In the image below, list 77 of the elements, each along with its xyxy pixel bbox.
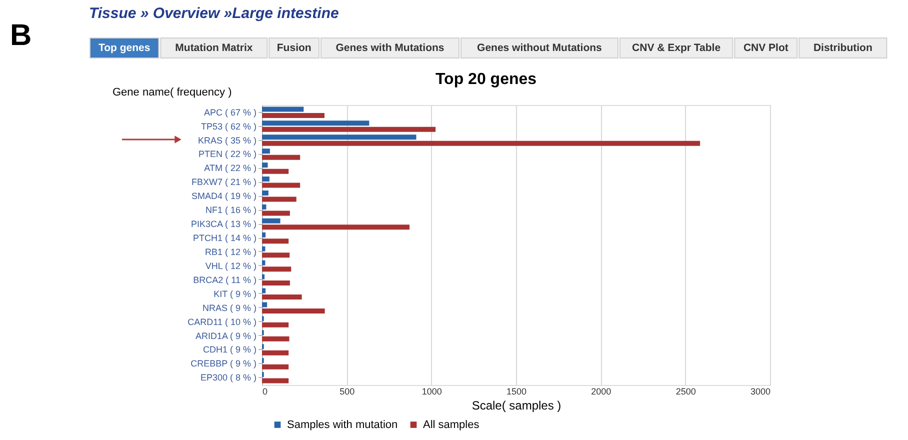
y-tick-label: PTEN ( 22 % ) xyxy=(198,149,256,160)
y-tick-label: APC ( 67 % ) xyxy=(204,107,256,118)
y-tick-label: ARID1A ( 9 % ) xyxy=(195,330,256,341)
x-tick-label: 500 xyxy=(340,386,355,396)
bar xyxy=(262,260,266,266)
y-tick-label: TP53 ( 62 % ) xyxy=(200,121,256,132)
x-tick-label: 1000 xyxy=(422,386,442,396)
bar xyxy=(262,274,265,280)
y-tick-label: FBXW7 ( 21 % ) xyxy=(191,177,256,188)
y-tick-label: CDH1 ( 9 % ) xyxy=(202,344,256,355)
legend-label: Samples with mutation xyxy=(287,418,398,431)
bar xyxy=(262,120,370,126)
bar xyxy=(262,350,289,356)
y-tick-label: ATM ( 22 % ) xyxy=(204,163,256,174)
x-tick-label: 3000 xyxy=(750,386,770,396)
bar xyxy=(262,218,280,224)
bar xyxy=(262,154,300,160)
bar xyxy=(262,238,289,244)
bar xyxy=(262,252,290,258)
bar xyxy=(262,204,266,210)
bar xyxy=(262,364,289,370)
bar xyxy=(262,232,266,238)
bar xyxy=(262,302,268,308)
text: Genes without Mutations xyxy=(477,42,602,54)
bar xyxy=(262,322,289,328)
bar xyxy=(262,224,410,230)
y-tick-label: KRAS ( 35 % ) xyxy=(198,135,256,146)
bar xyxy=(262,378,289,384)
y-tick-label: EP300 ( 8 % ) xyxy=(200,372,256,383)
text: Mutation Matrix xyxy=(175,42,253,54)
bar xyxy=(262,162,268,168)
text: CNV Plot xyxy=(743,42,789,54)
bar xyxy=(262,190,268,196)
bar xyxy=(262,140,700,146)
x-axis-title: Scale( samples ) xyxy=(472,398,562,412)
text: Top genes xyxy=(98,42,150,54)
bar xyxy=(262,196,296,202)
legend-label: All samples xyxy=(423,418,480,431)
bar xyxy=(262,280,290,286)
text: Distribution xyxy=(813,42,872,54)
y-tick-label: NRAS ( 9 % ) xyxy=(202,302,256,313)
y-tick-label: PIK3CA ( 13 % ) xyxy=(190,219,256,230)
bar xyxy=(262,246,266,252)
y-tick-label: NF1 ( 16 % ) xyxy=(205,205,256,216)
y-axis-title: Gene name( frequency ) xyxy=(112,86,232,98)
bar xyxy=(262,112,324,118)
y-tick-label: CARD11 ( 10 % ) xyxy=(188,316,256,327)
bar xyxy=(262,148,270,154)
y-tick-label: SMAD4 ( 19 % ) xyxy=(191,191,256,202)
bar xyxy=(262,126,436,132)
y-tick-label: KIT ( 9 % ) xyxy=(214,288,256,299)
y-tick-label: RB1 ( 12 % ) xyxy=(204,246,256,257)
chart-title: Top 20 genes xyxy=(435,71,537,88)
x-tick-label: 0 xyxy=(262,386,268,396)
y-tick-label: PTCH1 ( 14 % ) xyxy=(192,233,256,244)
bar xyxy=(262,182,300,188)
y-tick-label: VHL ( 12 % ) xyxy=(205,260,256,271)
bar xyxy=(262,294,302,300)
bar xyxy=(262,176,270,182)
text: Tissue » Overview »Large intestine xyxy=(89,5,339,22)
bar xyxy=(262,210,290,216)
x-tick-label: 2000 xyxy=(591,386,612,396)
text: Fusion xyxy=(276,42,312,54)
text: B xyxy=(10,19,32,52)
bar xyxy=(262,308,325,314)
y-tick-label: BRCA2 ( 11 % ) xyxy=(193,274,256,285)
x-tick-label: 1500 xyxy=(506,386,527,396)
text: Genes with Mutations xyxy=(336,42,444,54)
x-tick-label: 2500 xyxy=(676,386,696,396)
bar xyxy=(262,134,416,140)
bar xyxy=(262,106,304,112)
y-tick-label: CREBBP ( 9 % ) xyxy=(190,358,256,369)
bar xyxy=(262,336,290,342)
text: CNV & Expr Table xyxy=(632,42,721,54)
bar xyxy=(262,288,266,294)
bar xyxy=(262,266,292,272)
bar xyxy=(262,168,289,174)
